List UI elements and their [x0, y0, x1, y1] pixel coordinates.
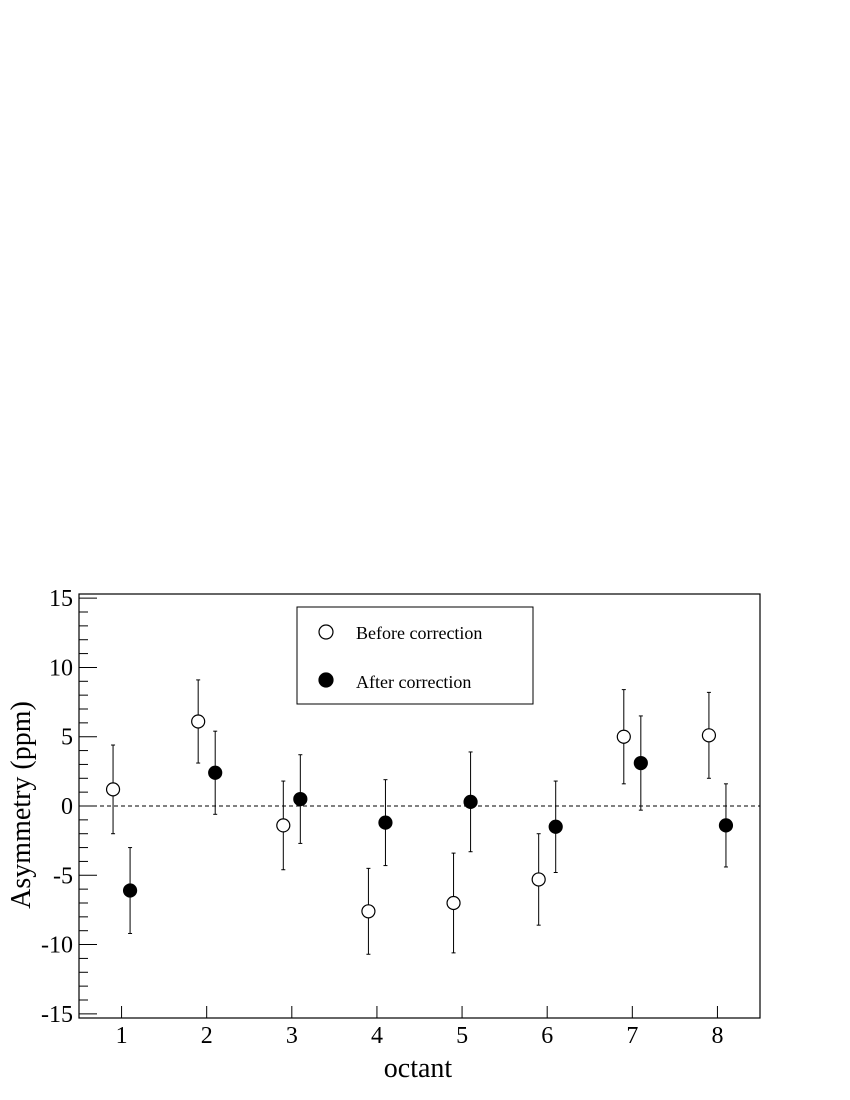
tick-labels: -15 -10 -5 0 5 10 15 1 2 3 4 5 6 7 8 — [41, 586, 723, 1049]
x-tick-label: 8 — [711, 1023, 723, 1049]
data-point-before-correction — [361, 904, 376, 919]
x-tick-label: 5 — [456, 1023, 468, 1049]
data-point-before-correction — [616, 729, 631, 744]
data-point-after-correction — [293, 791, 308, 807]
data-point-after-correction — [463, 794, 478, 809]
data-point-after-correction — [122, 883, 138, 898]
legend-marker-before-correction — [318, 624, 334, 640]
data-point-before-correction — [701, 728, 717, 743]
legend: Before correction After correction — [296, 606, 534, 705]
x-tick-label: 4 — [371, 1023, 383, 1049]
data-point-before-correction — [276, 818, 291, 833]
data-points — [105, 679, 734, 955]
data-point-after-correction — [548, 819, 563, 834]
y-tick-label: -15 — [41, 1002, 73, 1028]
x-axis-title: octant — [384, 1053, 453, 1084]
y-tick-label: 0 — [61, 794, 73, 820]
y-tick-label: 15 — [49, 586, 73, 612]
x-tick-label: 7 — [626, 1023, 638, 1049]
data-point-before-correction — [446, 895, 461, 911]
data-point-after-correction — [633, 755, 648, 771]
legend-label-before-correction: Before correction — [356, 623, 482, 643]
legend-box — [296, 606, 534, 705]
data-point-after-correction — [378, 815, 393, 830]
y-axis-title: Asymmetry (ppm) — [6, 701, 37, 909]
data-point-before-correction — [531, 872, 546, 887]
legend-label-after-correction: After correction — [356, 672, 471, 692]
x-tick-label: 6 — [541, 1023, 553, 1049]
data-point-before-correction — [191, 714, 206, 729]
y-tick-label: 5 — [61, 725, 73, 751]
data-point-after-correction — [718, 818, 734, 833]
axis-ticks — [79, 597, 718, 1018]
data-point-after-correction — [208, 765, 223, 780]
y-tick-label: -5 — [53, 863, 73, 889]
legend-marker-after-correction — [318, 672, 334, 688]
y-tick-label: 10 — [49, 655, 73, 681]
y-tick-label: -10 — [41, 933, 73, 959]
x-tick-label: 1 — [116, 1023, 128, 1049]
x-tick-label: 3 — [286, 1023, 298, 1049]
data-point-before-correction — [105, 782, 121, 797]
x-tick-label: 2 — [201, 1023, 213, 1049]
